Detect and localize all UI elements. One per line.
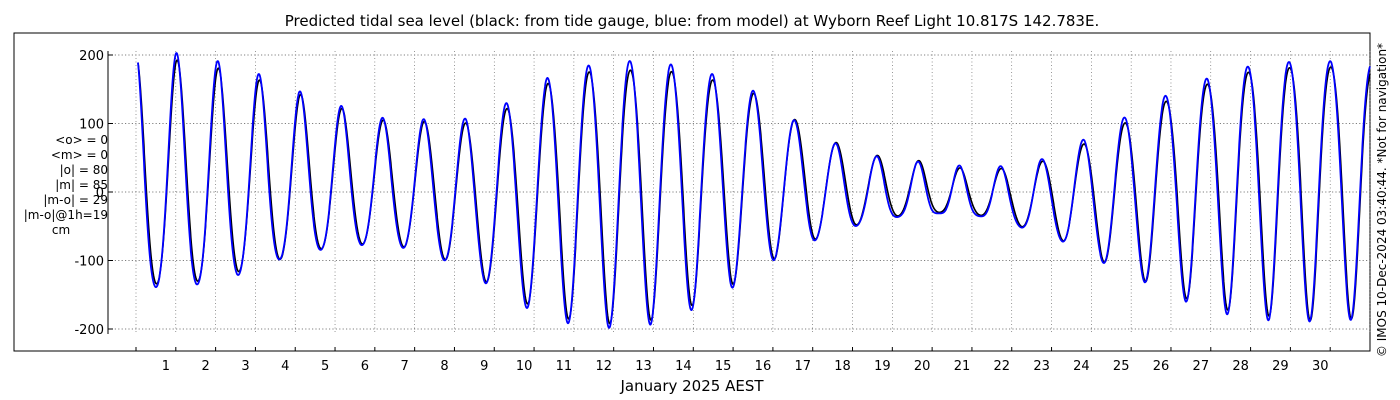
x-tick-label: 14 xyxy=(675,359,692,374)
x-tick-label: 9 xyxy=(480,359,488,374)
x-tick-label: 2 xyxy=(202,359,210,374)
stat-abs-diff: |m-o| = 29 xyxy=(43,193,108,207)
x-tick-label: 4 xyxy=(281,359,289,374)
grid xyxy=(108,51,1371,334)
x-tick-label: 28 xyxy=(1232,359,1249,374)
y-tick-label: 200 xyxy=(79,49,104,64)
x-tick-label: 26 xyxy=(1153,359,1170,374)
x-tick-label: 16 xyxy=(755,359,772,374)
x-tick-label: 19 xyxy=(874,359,891,374)
x-tick-label: 11 xyxy=(556,359,573,374)
x-tick-label: 25 xyxy=(1113,359,1130,374)
y-axis: -200 -100 0 100 200 xyxy=(74,49,113,338)
stat-mean-obs: <o> = 0 xyxy=(55,133,108,147)
x-tick-label: 18 xyxy=(834,359,851,374)
x-tick-label: 10 xyxy=(516,359,533,374)
y-tick-label: -200 xyxy=(74,323,104,338)
y-tick-label: -100 xyxy=(74,255,104,270)
x-tick-label: 23 xyxy=(1033,359,1050,374)
x-tick-label: 24 xyxy=(1073,359,1090,374)
x-tick-label: 30 xyxy=(1312,359,1329,374)
stats-panel: <o> = 0 <m> = 0 |o| = 80 |m| = 85 |m-o| … xyxy=(0,133,108,238)
y-tick-label: 0 xyxy=(96,186,104,201)
stat-abs-model: |m| = 85 xyxy=(55,178,108,192)
x-tick-label: 12 xyxy=(595,359,612,374)
x-axis: 1 2 3 4 5 6 7 8 9 10 11 12 13 14 15 16 17 18 19 20 21 22 23 24 2… xyxy=(135,347,1371,374)
x-tick-label: 7 xyxy=(401,359,409,374)
stat-abs-obs: |o| = 80 xyxy=(59,163,108,177)
x-tick-label: 15 xyxy=(715,359,732,374)
x-tick-label: 29 xyxy=(1272,359,1289,374)
x-tick-label: 20 xyxy=(914,359,931,374)
x-tick-label: 27 xyxy=(1193,359,1210,374)
x-tick-label: 5 xyxy=(321,359,329,374)
data-lines xyxy=(137,52,1371,329)
x-axis-label: January 2025 AEST xyxy=(620,377,765,395)
series-line-model xyxy=(137,52,1371,329)
x-tick-label: 8 xyxy=(440,359,448,374)
stat-abs-diff-1h: |m-o|@1h=19 xyxy=(23,208,108,222)
stat-unit: cm xyxy=(51,223,71,237)
x-tick-label: 3 xyxy=(241,359,249,374)
x-tick-label: 21 xyxy=(954,359,971,374)
x-tick-label: 13 xyxy=(635,359,652,374)
chart-title: Predicted tidal sea level (black: from t… xyxy=(285,12,1099,30)
stat-mean-model: <m> = 0 xyxy=(50,148,108,162)
x-tick-label: 22 xyxy=(994,359,1011,374)
x-tick-label: 17 xyxy=(794,359,811,374)
y-tick-label: 100 xyxy=(79,118,104,133)
credit-text: © IMOS 10-Dec-2024 03:40:44. *Not for na… xyxy=(1375,42,1389,358)
x-tick-label: 6 xyxy=(361,359,369,374)
x-tick-label: 1 xyxy=(162,359,170,374)
